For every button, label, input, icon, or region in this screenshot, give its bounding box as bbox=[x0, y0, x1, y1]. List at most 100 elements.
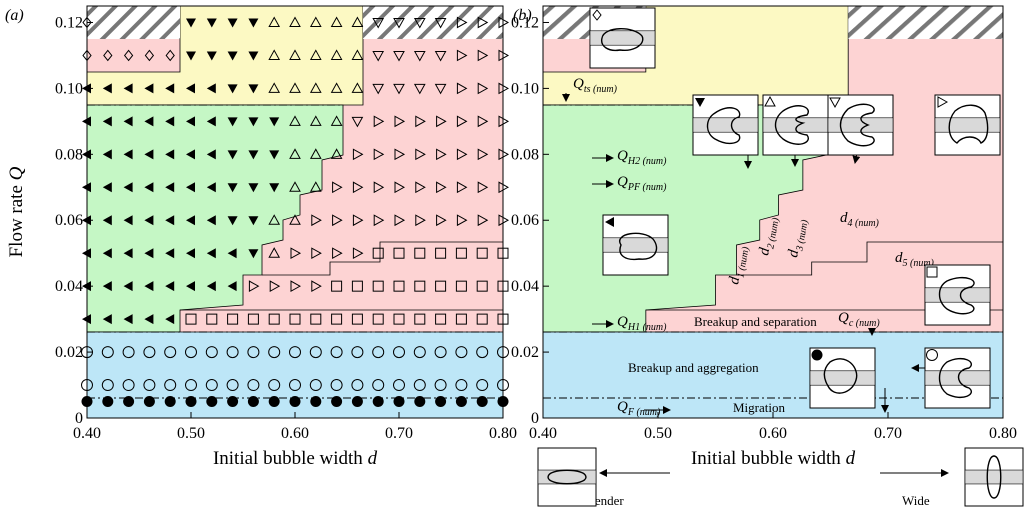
y-tick-label: 0.06 bbox=[511, 212, 539, 229]
marker bbox=[186, 248, 195, 259]
marker bbox=[122, 346, 135, 359]
marker bbox=[456, 181, 468, 194]
marker bbox=[434, 346, 447, 359]
annotation-var: Q bbox=[617, 174, 628, 190]
marker bbox=[330, 82, 343, 93]
marker bbox=[206, 149, 216, 160]
marker bbox=[290, 247, 302, 260]
marker bbox=[227, 51, 238, 61]
marker bbox=[330, 16, 343, 27]
y-tick-label: 0.12 bbox=[511, 14, 539, 31]
annotation-sub: ts (num) bbox=[584, 84, 618, 95]
marker bbox=[247, 396, 259, 408]
marker bbox=[351, 82, 364, 93]
marker bbox=[143, 396, 155, 408]
inset-channel bbox=[924, 287, 991, 303]
x-axis-title-var: d bbox=[368, 448, 378, 469]
marker bbox=[123, 314, 133, 325]
marker bbox=[311, 280, 322, 293]
marker bbox=[289, 82, 301, 93]
regime-label: Breakup and separation bbox=[694, 314, 817, 329]
marker bbox=[414, 313, 426, 325]
marker bbox=[102, 281, 112, 292]
marker bbox=[331, 280, 343, 292]
marker bbox=[394, 115, 406, 128]
marker bbox=[330, 379, 343, 392]
inset-channel bbox=[924, 370, 991, 386]
marker bbox=[102, 83, 112, 94]
marker bbox=[351, 346, 364, 359]
marker bbox=[414, 280, 426, 292]
marker bbox=[82, 83, 91, 94]
marker bbox=[289, 313, 301, 325]
marker bbox=[247, 346, 260, 359]
marker bbox=[268, 49, 281, 60]
marker bbox=[331, 396, 343, 408]
marker bbox=[227, 216, 238, 226]
marker bbox=[498, 115, 510, 128]
marker bbox=[269, 117, 280, 127]
marker bbox=[123, 396, 135, 408]
marker bbox=[144, 149, 154, 160]
inset-channel bbox=[589, 30, 656, 46]
marker bbox=[101, 379, 114, 392]
annotation-var: d bbox=[726, 275, 743, 286]
marker bbox=[605, 217, 614, 227]
marker bbox=[393, 379, 405, 392]
marker bbox=[373, 214, 385, 227]
marker bbox=[476, 247, 488, 259]
marker bbox=[476, 280, 488, 292]
marker bbox=[414, 247, 426, 259]
marker bbox=[186, 281, 195, 292]
marker bbox=[497, 396, 509, 408]
x-tick-label: 0.60 bbox=[281, 425, 309, 442]
annotation-var: d bbox=[840, 210, 848, 226]
y-tick-label: 0.12 bbox=[55, 14, 83, 31]
marker bbox=[937, 96, 949, 108]
marker bbox=[165, 314, 175, 325]
marker bbox=[455, 280, 467, 292]
annotation-var: Q bbox=[573, 76, 584, 92]
marker bbox=[331, 313, 343, 325]
marker bbox=[81, 346, 93, 359]
marker bbox=[102, 396, 114, 408]
marker bbox=[434, 17, 447, 29]
marker bbox=[165, 215, 175, 226]
marker bbox=[165, 248, 175, 259]
marker bbox=[413, 379, 426, 392]
marker bbox=[352, 247, 364, 260]
marker bbox=[477, 82, 489, 95]
marker bbox=[477, 16, 489, 29]
marker bbox=[393, 313, 405, 325]
marker bbox=[436, 181, 447, 194]
marker bbox=[764, 95, 776, 107]
y-axis-title: Flow rate Q bbox=[6, 166, 27, 257]
marker bbox=[352, 148, 364, 161]
marker bbox=[102, 215, 112, 226]
marker bbox=[435, 280, 447, 292]
marker bbox=[372, 379, 385, 392]
marker bbox=[330, 115, 343, 126]
marker bbox=[144, 248, 154, 259]
marker bbox=[309, 82, 322, 93]
annotation-var: Q bbox=[838, 310, 849, 326]
y-axis-title-text: Flow rate bbox=[6, 180, 27, 257]
marker bbox=[268, 346, 281, 359]
marker bbox=[351, 16, 364, 27]
marker bbox=[394, 148, 406, 161]
marker bbox=[186, 116, 195, 127]
marker bbox=[393, 83, 405, 95]
annotation: QH2 (num) bbox=[617, 148, 667, 167]
marker bbox=[498, 16, 510, 29]
marker bbox=[186, 18, 196, 28]
marker bbox=[102, 182, 112, 193]
marker bbox=[372, 17, 385, 29]
annotation: d4 (num) bbox=[840, 210, 880, 229]
marker bbox=[143, 346, 156, 359]
marker bbox=[311, 214, 322, 227]
marker bbox=[123, 182, 133, 193]
marker bbox=[123, 116, 133, 127]
marker bbox=[373, 148, 385, 161]
marker bbox=[498, 148, 510, 161]
marker bbox=[227, 281, 237, 292]
